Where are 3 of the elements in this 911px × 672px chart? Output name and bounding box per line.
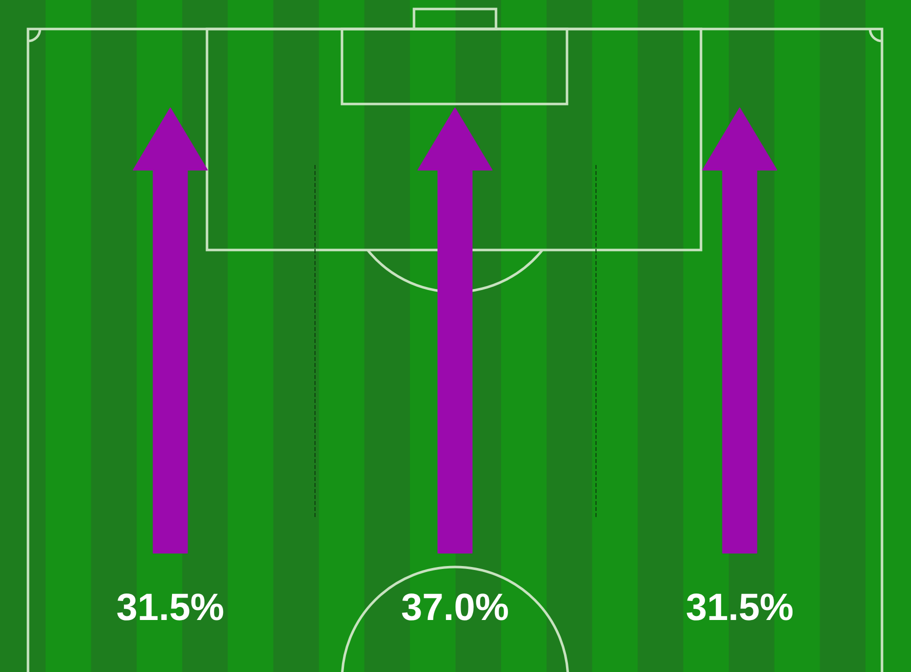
- data-label: 31.5%: [116, 587, 224, 630]
- data-label: 31.5%: [686, 587, 794, 630]
- data-label: 37.0%: [401, 587, 509, 630]
